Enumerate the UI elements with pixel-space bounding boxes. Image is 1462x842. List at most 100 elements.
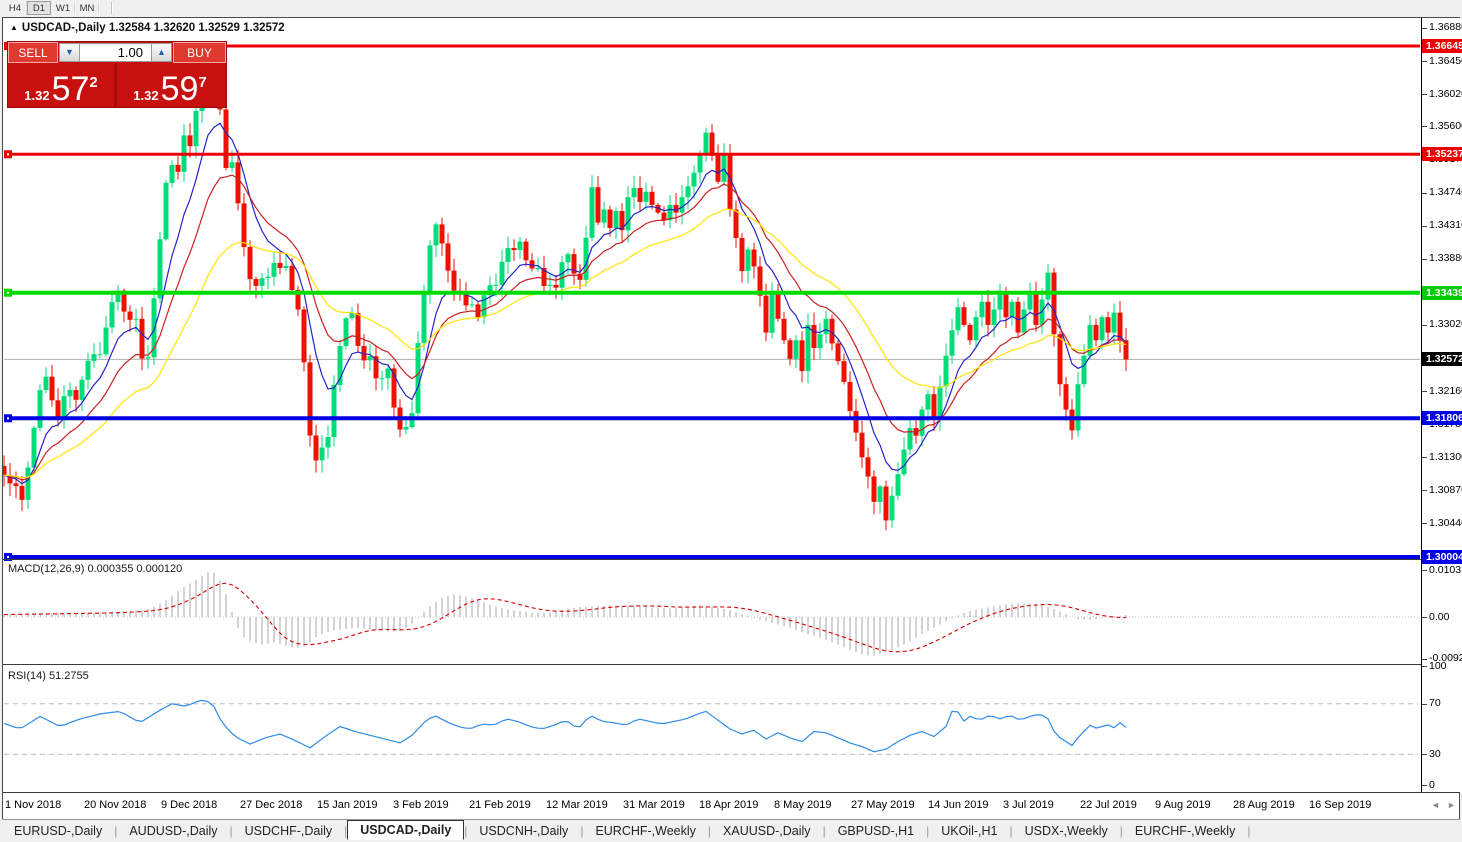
chart-bottom-border [3, 792, 1459, 793]
axis-tick-mark [1422, 94, 1427, 95]
scroll-right-icon[interactable]: ► [1447, 800, 1456, 810]
axis-tick-mark [1422, 570, 1427, 571]
price-tick-label: 1.33880 [1429, 252, 1462, 264]
price-tick-label: 1.30870 [1429, 484, 1462, 496]
date-tick-label: 27 May 2019 [851, 799, 915, 811]
tab-separator: | [1119, 824, 1123, 838]
macd-tick-label: 0.010311 [1429, 564, 1462, 576]
date-tick-label: 9 Aug 2019 [1155, 799, 1211, 811]
tab-separator: | [1009, 824, 1013, 838]
date-tick-label: 27 Dec 2018 [240, 799, 303, 811]
axis-tick-mark [1422, 28, 1427, 29]
rsi-tick-label: 70 [1429, 697, 1441, 709]
axis-tick-mark [1422, 391, 1427, 392]
chart-canvas[interactable] [3, 18, 1421, 794]
volume-stepper: ▼ ▲ [58, 42, 173, 63]
chart-ohlc-values: 1.32584 1.32620 1.32529 1.32572 [108, 22, 285, 34]
date-tick-label: 20 Nov 2018 [84, 799, 147, 811]
collapse-arrow-icon[interactable]: ▲ [10, 23, 18, 32]
price-axis[interactable]: 1.368801.364501.360201.356001.351701.347… [1421, 18, 1462, 792]
sell-price-figure: 1.32 [24, 88, 50, 103]
tab-separator: | [114, 824, 118, 838]
tab-separator: | [580, 824, 584, 838]
axis-tick-mark [1422, 659, 1427, 660]
chart-tab-xauusd-daily[interactable]: XAUUSD-,Daily [723, 824, 811, 838]
price-tick-label: 1.34310 [1429, 219, 1462, 231]
chart-tab-audusd-daily[interactable]: AUDUSD-,Daily [129, 824, 218, 838]
date-tick-label: 28 Aug 2019 [1233, 799, 1295, 811]
tab-separator: | [464, 824, 468, 838]
macd-indicator-label: MACD(12,26,9) 0.000355 0.000120 [8, 563, 183, 575]
timeframe-button-w1[interactable]: W1 [51, 1, 75, 15]
axis-tick-mark [1422, 490, 1427, 491]
timeframe-toolbar: H4 D1 W1 MN [0, 0, 1462, 16]
axis-tick-mark [1422, 325, 1427, 326]
axis-tick-mark [1422, 193, 1427, 194]
price-tick-label: 1.33020 [1429, 318, 1462, 330]
one-click-trading-panel: SELL ▼ ▲ BUY 1.32 57 2 1.32 59 7 [8, 42, 226, 107]
price-tick-label: 1.35600 [1429, 120, 1462, 132]
buy-button[interactable]: BUY [173, 42, 226, 63]
date-tick-label: 22 Jul 2019 [1080, 799, 1137, 811]
timeframe-button-mn[interactable]: MN [75, 1, 99, 15]
axis-tick-mark [1422, 704, 1427, 705]
macd-tick-label: 0.00 [1429, 611, 1450, 623]
chart-tab-usdcad-daily[interactable]: USDCAD-,Daily [347, 820, 465, 840]
timeframe-button-d1[interactable]: D1 [27, 1, 51, 15]
chart-tab-eurchf-weekly[interactable]: EURCHF-,Weekly [1134, 824, 1236, 838]
chart-tab-usdcnh-daily[interactable]: USDCNH-,Daily [479, 824, 569, 838]
price-badge-1.32572: 1.32572 [1422, 352, 1462, 366]
volume-increase-button[interactable]: ▲ [151, 43, 172, 62]
date-tick-label: 15 Jan 2019 [317, 799, 378, 811]
pane-separator-macd[interactable] [3, 559, 1459, 560]
axis-tick-mark [1422, 61, 1427, 62]
date-tick-label: 14 Jun 2019 [928, 799, 989, 811]
axis-tick-mark [1422, 617, 1427, 618]
rsi-tick-label: 30 [1429, 748, 1441, 760]
price-badge-1.31806: 1.31806 [1422, 411, 1462, 425]
buy-price-display[interactable]: 1.32 59 7 [117, 63, 223, 107]
price-tick-label: 1.34740 [1429, 186, 1462, 198]
date-tick-label: 18 Apr 2019 [699, 799, 759, 811]
chart-tab-gbpusd-h1[interactable]: GBPUSD-,H1 [837, 824, 915, 838]
price-tick-label: 1.36880 [1429, 21, 1462, 33]
sell-price-display[interactable]: 1.32 57 2 [8, 63, 117, 107]
price-badge-1.35237: 1.35237 [1422, 147, 1462, 161]
chart-tab-usdx-weekly[interactable]: USDX-,Weekly [1024, 824, 1108, 838]
chart-tab-usdchf-daily[interactable]: USDCHF-,Daily [244, 824, 333, 838]
date-tick-label: 21 Feb 2019 [469, 799, 531, 811]
chart-symbol-label: USDCAD-,Daily [21, 22, 106, 34]
axis-tick-mark [1422, 259, 1427, 260]
chevron-up-icon: ▲ [157, 47, 166, 57]
pane-separator-rsi[interactable] [3, 664, 1459, 665]
axis-tick-mark [1422, 523, 1427, 524]
buy-price-figure: 1.32 [133, 88, 159, 103]
price-tick-label: 1.31300 [1429, 451, 1462, 463]
chart-tab-eurchf-weekly[interactable]: EURCHF-,Weekly [595, 824, 696, 838]
toolbar-divider [111, 2, 113, 14]
volume-decrease-button[interactable]: ▼ [59, 43, 80, 62]
timeframe-button-h4[interactable]: H4 [3, 1, 27, 15]
date-tick-label: 9 Dec 2018 [161, 799, 218, 811]
axis-tick-mark [1422, 226, 1427, 227]
chart-title: ▲ USDCAD-,Daily 1.32584 1.32620 1.32529 1… [10, 22, 285, 34]
scroll-left-icon[interactable]: ◄ [1431, 800, 1440, 810]
chart-tab-ukoil-h1[interactable]: UKOil-,H1 [941, 824, 998, 838]
date-tick-label: 3 Feb 2019 [393, 799, 449, 811]
time-axis[interactable]: 1 Nov 2018 20 Nov 2018 9 Dec 2018 27 Dec 20… [3, 794, 1459, 818]
axis-tick-mark [1422, 457, 1427, 458]
date-tick-label: 1 Nov 2018 [5, 799, 62, 811]
tab-separator: | [926, 824, 930, 838]
price-tick-label: 1.36020 [1429, 88, 1462, 100]
chart-tab-eurusd-daily[interactable]: EURUSD-,Daily [14, 824, 103, 838]
axis-tick-mark [1422, 666, 1427, 667]
volume-input[interactable] [80, 43, 151, 62]
axis-tick-mark [1422, 754, 1427, 755]
sell-price-pips: 57 [51, 70, 90, 108]
tab-separator: | [1247, 824, 1251, 838]
tab-separator: | [229, 824, 233, 838]
sell-button[interactable]: SELL [8, 42, 58, 63]
chart-tab-bar: EURUSD-,Daily | AUDUSD-,Daily | USDCHF-,Dail… [2, 819, 1460, 842]
